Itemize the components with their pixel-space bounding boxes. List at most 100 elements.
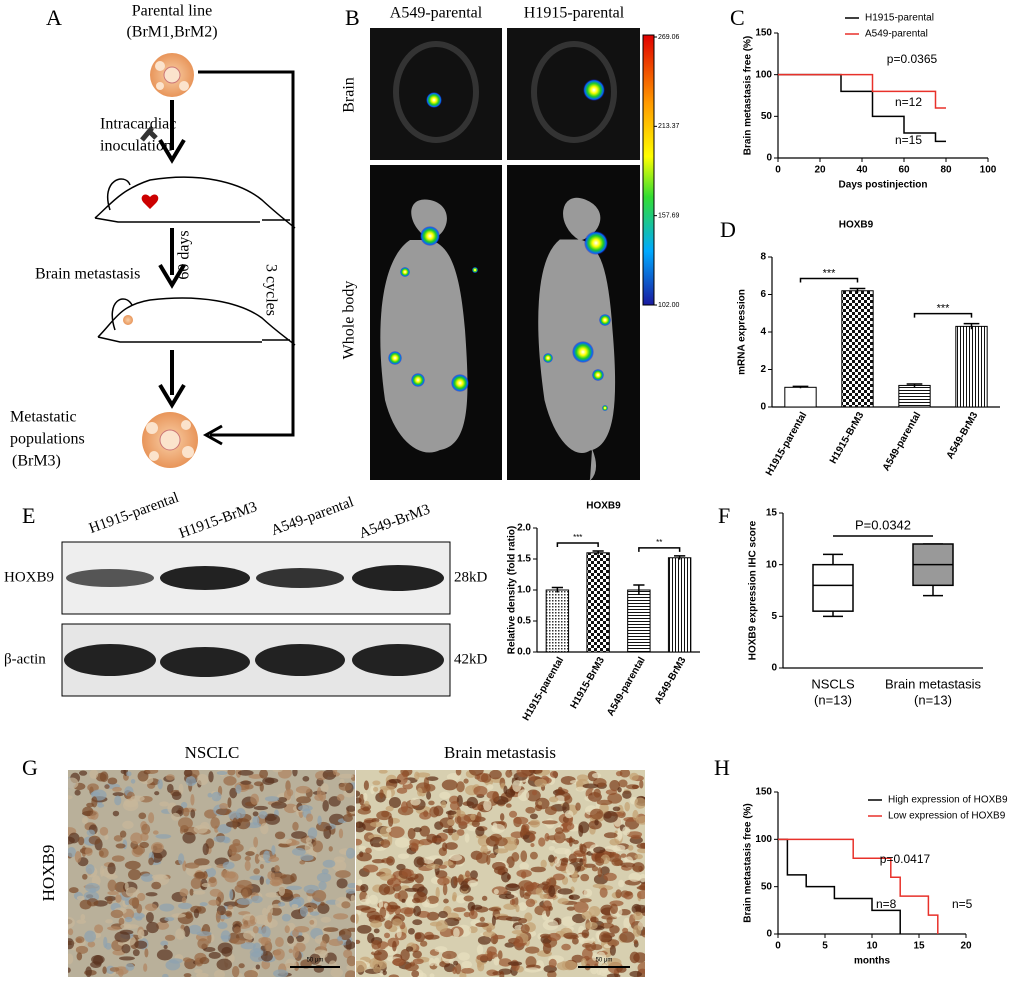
cell <box>356 939 361 945</box>
x-tick-label: 15 <box>913 941 925 952</box>
cell <box>265 878 271 885</box>
cell <box>369 836 385 848</box>
annotation: p=0.0365 <box>887 52 938 66</box>
cell <box>611 858 623 867</box>
colorbar-label: 213.37 <box>658 123 680 130</box>
cell <box>229 787 238 799</box>
label: inoculation <box>100 138 172 155</box>
cell <box>136 903 143 914</box>
cell <box>622 790 632 799</box>
cell <box>333 856 346 863</box>
cell <box>622 826 631 836</box>
cell <box>350 894 355 903</box>
arrow <box>158 350 186 409</box>
cell <box>111 855 125 862</box>
x-tick-label: NSCLS <box>811 676 855 691</box>
cell <box>271 881 280 887</box>
cell <box>356 852 372 862</box>
cell <box>583 888 593 898</box>
cell <box>580 873 590 882</box>
cell <box>124 898 130 906</box>
label: (BrM3) <box>12 453 61 470</box>
cell <box>468 910 478 920</box>
cell <box>84 930 96 943</box>
cell <box>596 799 613 806</box>
cell <box>273 865 280 873</box>
cell <box>492 861 506 871</box>
mouse <box>94 176 296 229</box>
cell <box>76 895 85 901</box>
survival-line <box>778 838 939 934</box>
cell <box>99 826 109 836</box>
cell <box>137 892 146 902</box>
cell <box>452 966 457 975</box>
cell <box>316 872 332 883</box>
signal-spot <box>411 373 425 387</box>
cell <box>217 824 232 834</box>
cell <box>317 815 322 826</box>
cell <box>619 931 635 943</box>
cell <box>155 834 172 839</box>
cell <box>469 770 484 776</box>
survival-line <box>778 73 946 109</box>
cell <box>600 866 610 876</box>
panel-b: B A549-parental H1915-parental Brain Who… <box>341 5 680 481</box>
cell <box>336 794 345 802</box>
cell <box>634 797 645 809</box>
cell <box>568 836 573 847</box>
cell <box>548 846 556 851</box>
cell <box>636 842 645 849</box>
cell <box>407 827 416 840</box>
cell <box>618 879 625 888</box>
cell <box>386 905 391 913</box>
cell <box>194 871 206 879</box>
cell <box>624 801 630 812</box>
chart-title: HOXB9 <box>839 220 874 231</box>
cell <box>320 783 329 793</box>
mouse <box>380 199 468 453</box>
cell <box>505 770 513 778</box>
cell <box>416 772 431 778</box>
cell <box>603 810 618 823</box>
cell <box>526 789 541 802</box>
cell <box>492 791 500 803</box>
cell <box>493 888 499 895</box>
cell <box>591 944 603 951</box>
cell <box>151 874 167 880</box>
cell <box>625 891 633 896</box>
cell <box>417 787 423 797</box>
cell <box>517 789 530 802</box>
cell <box>105 919 114 924</box>
y-tick-label: 10 <box>766 559 778 570</box>
cell <box>337 936 343 942</box>
cell <box>554 847 570 855</box>
cell <box>320 901 325 906</box>
cell <box>330 967 344 977</box>
cell <box>582 854 587 866</box>
cell <box>159 801 170 807</box>
cell <box>231 938 246 945</box>
cell <box>496 915 513 921</box>
cell <box>529 770 543 774</box>
panel-letter: G <box>22 755 38 780</box>
panel-letter: F <box>718 503 730 528</box>
cell <box>271 801 287 809</box>
cell <box>456 829 465 836</box>
cell <box>575 802 581 811</box>
cell <box>414 932 426 943</box>
cell <box>157 779 163 790</box>
cell <box>145 892 158 897</box>
y-axis-label: mRNA expression <box>737 289 748 375</box>
cell <box>428 957 435 967</box>
cell <box>232 817 238 830</box>
cell <box>296 796 312 804</box>
y-tick-label: 100 <box>755 69 772 80</box>
cell <box>288 948 293 954</box>
cell <box>298 805 313 812</box>
cell <box>463 778 469 784</box>
cell <box>407 877 416 882</box>
cell <box>80 914 86 921</box>
cell <box>590 915 597 923</box>
cell <box>165 959 181 971</box>
signal-spot <box>572 341 594 363</box>
